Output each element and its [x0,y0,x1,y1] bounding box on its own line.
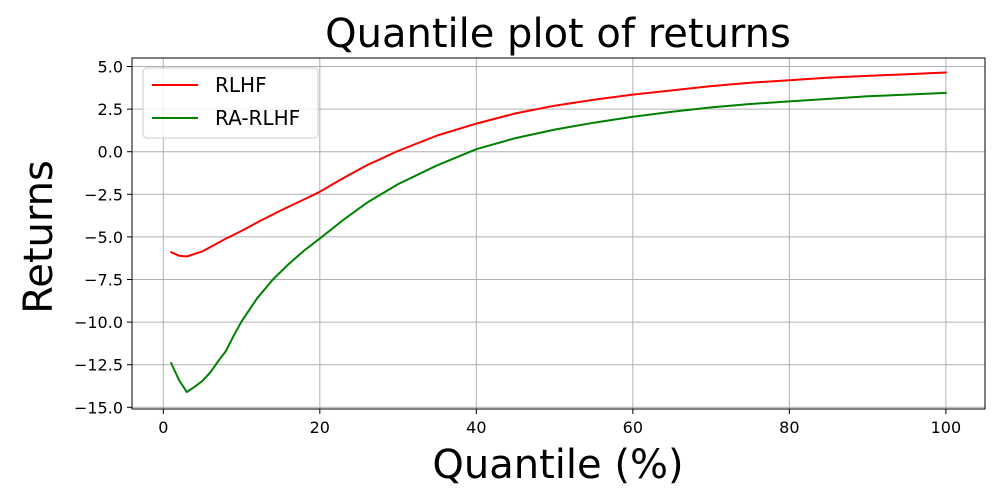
y-tick-label: −10.0 [74,313,123,332]
series-line-rlhf [170,71,947,258]
y-tick-label: 0.0 [98,143,123,162]
y-tick-label: −15.0 [74,398,123,417]
y-tick-label: −5.0 [84,228,123,247]
legend-label-rlhf: RLHF [215,73,267,97]
legend: RLHF RA-RLHF [142,67,319,139]
y-tick-label: −2.5 [84,185,123,204]
series-line-ra-rlhf [170,91,947,393]
x-tick-label: 100 [931,418,962,437]
series-layer [170,71,947,393]
x-axis: 0 20 40 60 80 100 [158,409,961,437]
y-axis-label: Returns [16,160,62,314]
x-tick-label: 0 [158,418,168,437]
y-tick-label: 2.5 [98,100,123,119]
plot-frame [131,57,986,410]
y-axis: 5.0 2.5 0.0 −2.5 −5.0 −7.5 −10.0 −12.5 −15.0 [74,58,132,417]
x-tick-label: 40 [466,418,486,437]
x-tick-label: 60 [623,418,643,437]
chart-title: Quantile plot of returns [325,11,791,57]
legend-label-ra-rlhf: RA-RLHF [215,106,300,130]
x-tick-label: 20 [310,418,330,437]
y-tick-label: −7.5 [84,271,123,290]
y-tick-label: −12.5 [74,356,123,375]
y-tick-label: 5.0 [98,58,123,77]
x-axis-label: Quantile (%) [432,442,683,488]
x-tick-label: 80 [779,418,799,437]
